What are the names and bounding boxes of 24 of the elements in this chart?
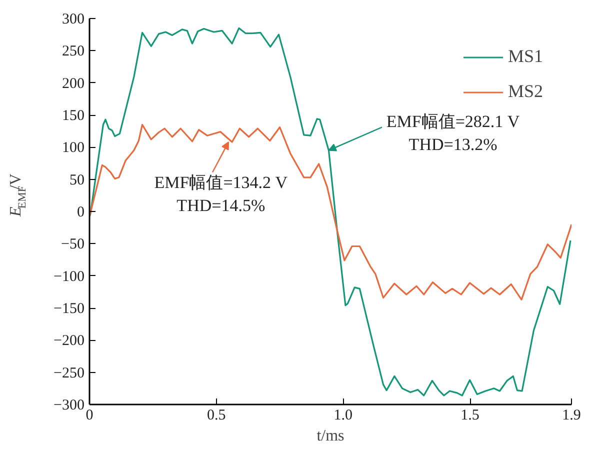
x-tick-label: 1.0 [334,408,353,424]
x-axis-title: t/ms [316,428,344,444]
y-tick-label: 250 [62,44,84,60]
y-tick-label: 0 [77,204,84,220]
y-tick-label: 100 [62,140,84,156]
y-tick-label: 50 [70,172,84,188]
annotation: EMF幅值=282.1 V THD=13.2% [386,112,520,154]
y-tick-label: −100 [54,268,85,285]
y-tick-label: 150 [62,108,84,124]
y-tick-label: 300 [62,12,84,28]
y-tick-label: 200 [62,76,84,92]
y-tick-label: −200 [54,333,85,350]
y-tick-label: −150 [54,301,85,317]
x-tick-label: 1.9 [562,408,581,424]
legend-label: MS2 [508,81,543,102]
line-series [90,27,572,396]
y-tick-label: −300 [54,398,85,414]
y-tick-label: −50 [61,236,85,253]
y-tick-label: −250 [54,365,85,382]
x-tick-label: 0.5 [206,408,226,424]
y-axis-title: EEMF/V [8,173,28,218]
annotation: EMF幅值=134.2 V THD=14.5% [154,173,288,216]
legend-label: MS1 [508,46,543,67]
x-tick-label: 1.5 [460,408,480,424]
